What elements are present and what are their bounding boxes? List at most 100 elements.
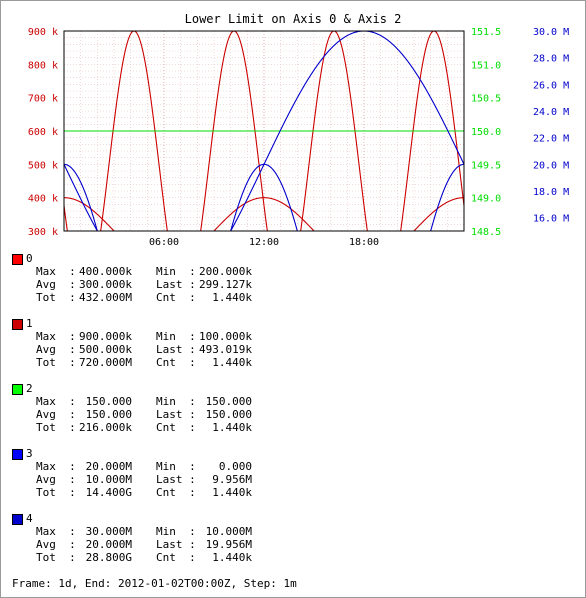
stat-label-min: Min : <box>156 265 209 278</box>
stat-value-last: 150.000 <box>205 408 252 421</box>
stat-label-avg: Avg : <box>36 343 89 356</box>
plot-border <box>63 30 465 232</box>
stat-label-avg: Avg : <box>36 278 89 291</box>
legend-entry-3: 3 Max : 20.000M Min : 0.000 Avg : 10.000M La… <box>12 447 572 512</box>
stat-value-cnt: 1.440k <box>212 421 252 434</box>
y-tick-label-axis0: 700 k <box>28 94 58 105</box>
stat-label-min: Min : <box>156 460 209 473</box>
series-line-4 <box>64 31 464 231</box>
legend-swatch <box>12 384 23 395</box>
stat-value-min: 200.000k <box>199 265 252 278</box>
y-tick-label-axis3: 26.0 M <box>533 80 569 91</box>
stat-value-max: 20.000M <box>85 460 132 473</box>
stat-value-min: 0.000 <box>218 460 252 473</box>
stat-label-last: Last : <box>156 278 203 291</box>
stat-value-last: 299.127k <box>199 278 252 291</box>
stat-label-cnt: Cnt : <box>156 291 209 304</box>
y-tick-label-axis2: 148.5 <box>471 227 501 238</box>
y-tick-label-axis3: 18.0 M <box>533 187 569 198</box>
stat-label-cnt: Cnt : <box>156 486 209 499</box>
stat-value-max: 30.000M <box>85 525 132 538</box>
stat-label-tot: Tot : <box>36 291 89 304</box>
y-tick-label-axis3: 30.0 M <box>533 27 569 38</box>
series-line-1 <box>64 31 464 231</box>
stat-value-max: 150.000 <box>85 395 132 408</box>
stat-value-last: 493.019k <box>199 343 252 356</box>
stat-label-max: Max : <box>36 525 89 538</box>
stat-value-tot: 14.400G <box>85 486 132 499</box>
legend-entry-2: 2 Max : 150.000 Min : 150.000 Avg : 150.000… <box>12 382 572 447</box>
stat-label-cnt: Cnt : <box>156 421 209 434</box>
stat-value-cnt: 1.440k <box>212 486 252 499</box>
stat-label-last: Last : <box>156 473 203 486</box>
legend: 0 Max : 400.000k Min : 200.000k Avg : 300.0… <box>12 252 572 577</box>
series-lines <box>64 31 464 231</box>
y-tick-label-axis3: 22.0 M <box>533 134 569 145</box>
legend-entry-4: 4 Max : 30.000M Min : 10.000M Avg : 20.000M… <box>12 512 572 577</box>
stat-value-min: 10.000M <box>205 525 252 538</box>
legend-entry-0: 0 Max : 400.000k Min : 200.000k Avg : 300.0… <box>12 252 572 317</box>
stat-value-cnt: 1.440k <box>212 356 252 369</box>
stat-label-tot: Tot : <box>36 486 89 499</box>
stat-value-min: 100.000k <box>199 330 252 343</box>
stat-label-tot: Tot : <box>36 421 89 434</box>
legend-entry-1: 1 Max : 900.000k Min : 100.000k Avg : 500.0… <box>12 317 572 382</box>
y-tick-label-axis0: 500 k <box>28 160 58 171</box>
y-tick-label-axis3: 28.0 M <box>533 54 569 65</box>
x-tick-label: 18:00 <box>349 237 379 248</box>
stat-label-max: Max : <box>36 395 89 408</box>
chart-title: Lower Limit on Axis 0 & Axis 2 <box>185 12 402 26</box>
y-tick-label-axis0: 800 k <box>28 60 58 71</box>
stat-label-last: Last : <box>156 343 203 356</box>
y-tick-label-axis2: 149.0 <box>471 194 501 205</box>
stat-value-avg: 20.000M <box>85 538 132 551</box>
stat-value-cnt: 1.440k <box>212 291 252 304</box>
stat-value-tot: 28.800G <box>85 551 132 564</box>
footer-info: Frame: 1d, End: 2012-01-02T00:00Z, Step:… <box>12 577 297 590</box>
stat-label-cnt: Cnt : <box>156 551 209 564</box>
legend-series-name: 0 <box>26 252 33 265</box>
y-tick-label-axis3: 16.0 M <box>533 214 569 225</box>
stat-label-avg: Avg : <box>36 538 89 551</box>
legend-series-name: 1 <box>26 317 33 330</box>
stat-label-min: Min : <box>156 330 209 343</box>
y-tick-label-axis0: 400 k <box>28 194 58 205</box>
legend-swatch <box>12 254 23 265</box>
legend-swatch <box>12 449 23 460</box>
stat-value-max: 400.000k <box>79 265 132 278</box>
stat-value-min: 150.000 <box>205 395 252 408</box>
stat-label-max: Max : <box>36 460 89 473</box>
stat-value-max: 900.000k <box>79 330 132 343</box>
y-tick-label-axis2: 149.5 <box>471 160 501 171</box>
stat-value-last: 19.956M <box>205 538 252 551</box>
legend-series-name: 4 <box>26 512 33 525</box>
stat-value-tot: 432.000M <box>79 291 132 304</box>
stat-value-tot: 216.000k <box>79 421 132 434</box>
stat-value-last: 9.956M <box>212 473 252 486</box>
y-tick-label-axis0: 900 k <box>28 27 58 38</box>
legend-swatch <box>12 319 23 330</box>
y-tick-label-axis2: 150.5 <box>471 94 501 105</box>
legend-swatch <box>12 514 23 525</box>
stat-label-max: Max : <box>36 265 89 278</box>
y-tick-label-axis0: 300 k <box>28 227 58 238</box>
y-tick-label-axis2: 151.0 <box>471 60 501 71</box>
stat-value-tot: 720.000M <box>79 356 132 369</box>
stat-label-tot: Tot : <box>36 551 89 564</box>
x-tick-label: 12:00 <box>249 237 279 248</box>
series-line-0 <box>64 197 464 231</box>
axis-ticks: 06:00 12:00 18:00 900 k 800 k 700 k 600 k 500 k… <box>28 27 569 248</box>
stat-label-avg: Avg : <box>36 473 89 486</box>
y-tick-label-axis3: 20.0 M <box>533 160 569 171</box>
stat-label-min: Min : <box>156 525 209 538</box>
stat-value-avg: 150.000 <box>85 408 132 421</box>
chart-svg: Lower Limit on Axis 0 & Axis 2 06:00 12:0… <box>28 12 569 248</box>
stat-label-min: Min : <box>156 395 209 408</box>
stat-value-avg: 300.000k <box>79 278 132 291</box>
stat-label-cnt: Cnt : <box>156 356 209 369</box>
y-tick-label-axis2: 150.0 <box>471 127 501 138</box>
x-tick-label: 06:00 <box>149 237 179 248</box>
y-tick-label-axis2: 151.5 <box>471 27 501 38</box>
stat-value-avg: 500.000k <box>79 343 132 356</box>
legend-series-name: 3 <box>26 447 33 460</box>
